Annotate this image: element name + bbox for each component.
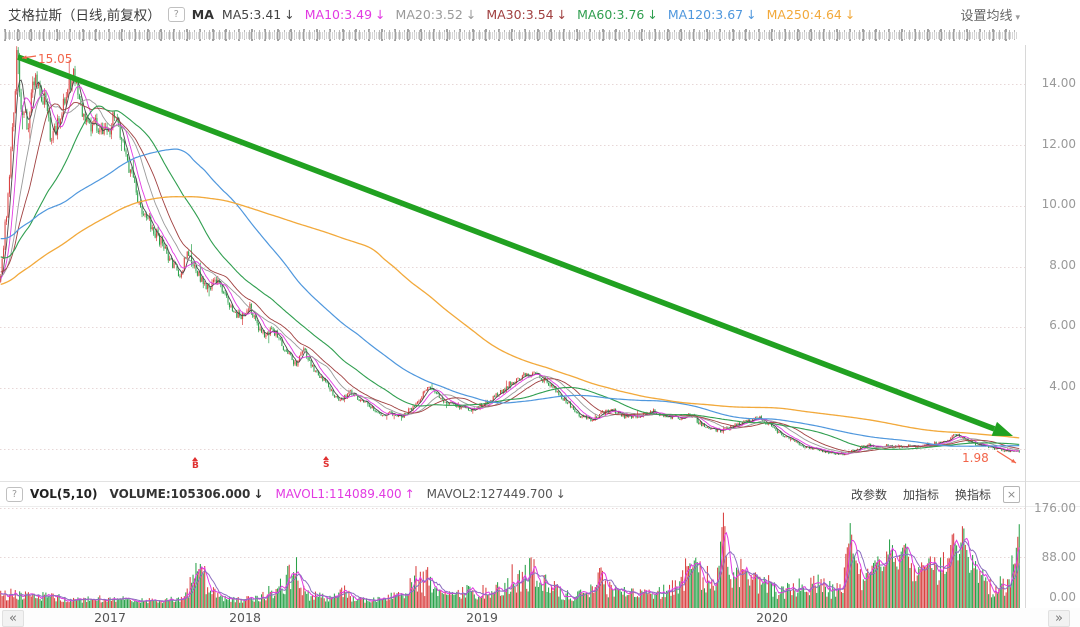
y-axis-divider — [1025, 45, 1026, 608]
trend-down-icon: ↓ — [844, 6, 856, 22]
ma-legend-ma20: MA20:3.52 ↓ — [395, 6, 477, 22]
stock-title: 艾格拉斯（日线,前复权） — [8, 8, 161, 24]
close-indicator-icon[interactable]: × — [1003, 485, 1020, 503]
event-marker-B: B — [192, 457, 199, 471]
caret-up-icon — [192, 457, 199, 461]
price-axis-label-8.00: 8.00 — [1049, 258, 1076, 272]
event-icon-strip — [4, 29, 1018, 42]
ma-prefix-label: MA — [191, 6, 214, 22]
ma-legend-ma120: MA120:3.67 ↓ — [667, 6, 757, 22]
volume-chart-canvas[interactable] — [0, 507, 1025, 608]
ma-legend-ma5: MA5:3.41 ↓ — [221, 6, 295, 22]
price-axis-label-14.00: 14.00 — [1041, 76, 1076, 90]
price-volume-divider — [0, 481, 1080, 482]
scroll-right-button[interactable]: » — [1048, 610, 1070, 627]
year-label-2018: 2018 — [229, 610, 261, 625]
volume-legend-mavol1: MAVOL1:114089.400 ↑ — [275, 487, 415, 501]
price-axis-label-10.00: 10.00 — [1041, 197, 1076, 211]
year-label-2019: 2019 — [466, 610, 498, 625]
chevron-down-icon: ▾ — [1015, 12, 1020, 23]
ma-legend-ma60: MA60:3.76 ↓ — [577, 6, 658, 22]
scroll-left-button[interactable]: « — [2, 610, 24, 627]
volume-header-divider — [0, 506, 1080, 507]
ma-legend-ma250: MA250:4.64 ↓ — [766, 6, 856, 22]
price-chart-canvas[interactable] — [0, 45, 1025, 481]
caret-up-icon — [323, 456, 330, 460]
volume-action-2[interactable]: 换指标 — [954, 487, 991, 502]
volume-axis-label-0.00: 0.00 — [1049, 590, 1076, 604]
help-icon[interactable]: ? — [167, 6, 185, 22]
trend-down-icon: ↓ — [465, 6, 477, 22]
volume-help-icon[interactable]: ? — [6, 486, 23, 502]
volume-indicator-label: VOL(5,10) — [30, 487, 98, 501]
trend-down-icon: ↓ — [647, 6, 658, 22]
volume-axis-label-176.00: 176.00 — [1034, 501, 1076, 515]
year-label-2017: 2017 — [94, 610, 126, 625]
volume-actions: 改参数 加指标 换指标 × — [835, 485, 1020, 503]
ma-settings-label: 设置均线 — [960, 8, 1013, 24]
volume-header: ? VOL(5,10) VOLUME:105306.000 ↓ MAVOL1:11… — [0, 482, 1080, 506]
trend-down-icon: ↓ — [556, 6, 568, 22]
volume-axis-label-88.00: 88.00 — [1041, 550, 1076, 564]
ma-settings-button[interactable]: 设置均线 ▾ — [960, 5, 1020, 24]
trend-down-icon: ↓ — [284, 6, 295, 22]
time-axis-bar — [0, 608, 1080, 627]
volume-action-0[interactable]: 改参数 — [850, 487, 887, 502]
volume-legend-volume: VOLUME:105306.000 ↓ — [109, 487, 264, 501]
price-axis-label-6.00: 6.00 — [1049, 318, 1076, 332]
ma-legend-ma30: MA30:3.54 ↓ — [486, 6, 568, 22]
ma-legend-ma10: MA10:3.49 ↓ — [304, 6, 386, 22]
volume-action-1[interactable]: 加指标 — [902, 487, 939, 502]
ma-legend: MA5:3.41 ↓ MA10:3.49 ↓ MA20:3.52 ↓ MA30:3.54 ↓ M… — [222, 7, 865, 22]
price-axis-label-12.00: 12.00 — [1041, 137, 1076, 151]
event-marker-S: S — [323, 456, 330, 470]
toolbar: 艾格拉斯（日线,前复权） ? MA MA5:3.41 ↓ MA10:3.49 ↓ MA2… — [0, 0, 1080, 28]
trend-down-icon: ↓ — [746, 6, 757, 22]
volume-legend-mavol2: MAVOL2:127449.700 ↓ — [426, 487, 566, 501]
year-label-2020: 2020 — [756, 610, 788, 625]
price-axis-label-4.00: 4.00 — [1049, 379, 1076, 393]
trend-down-icon: ↓ — [375, 6, 386, 22]
